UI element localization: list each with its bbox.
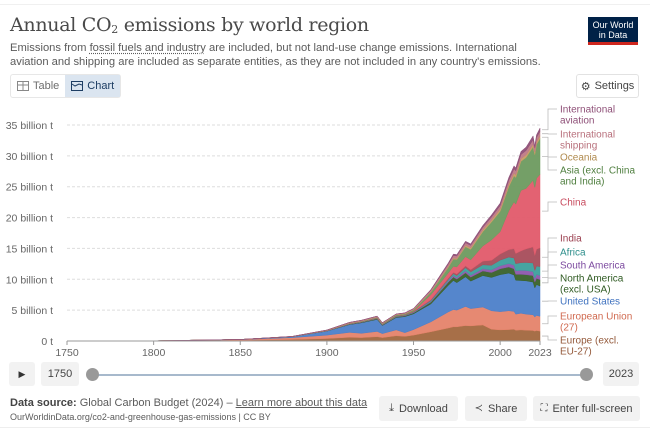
start-year-box[interactable]: 1750 xyxy=(41,362,79,386)
download-icon: ⤓ xyxy=(389,402,394,414)
end-year-box[interactable]: 2023 xyxy=(603,362,639,386)
legend-connector xyxy=(542,335,557,341)
x-tick-label: 2000 xyxy=(488,347,512,359)
legend-label: International xyxy=(560,130,615,141)
share-button[interactable]: ≺ Share xyxy=(465,396,527,421)
area-series xyxy=(66,127,541,342)
legend-item-china[interactable]: China xyxy=(542,198,587,212)
legend-label: United States xyxy=(560,297,620,308)
legend-label: International xyxy=(560,105,615,116)
y-tick-label: 35 billion t xyxy=(6,120,53,132)
legend-connector xyxy=(542,251,557,272)
y-tick-label: 30 billion t xyxy=(6,151,53,163)
legend-label: EU-27) xyxy=(560,347,592,358)
legend: Europe (excl.EU-27)European Union(27)Uni… xyxy=(542,105,635,358)
legend-connector xyxy=(542,156,557,171)
y-tick-label: 10 billion t xyxy=(6,274,53,286)
share-label: Share xyxy=(488,402,518,415)
tab-chart[interactable]: Chart xyxy=(65,75,121,97)
download-label: Download xyxy=(398,402,448,415)
x-axis-ticks: 1750 1800 1850 1900 1950 2000 2023 xyxy=(55,340,552,359)
legend-connector xyxy=(542,136,557,158)
x-tick-label: 1750 xyxy=(55,347,79,359)
legend-label: Europe (excl. xyxy=(560,336,619,347)
y-tick-label: 15 billion t xyxy=(6,243,53,255)
share-icon: ≺ xyxy=(474,403,484,414)
tab-table[interactable]: Table xyxy=(11,75,65,97)
tab-table-label: Table xyxy=(33,80,60,92)
legend-item-oceania[interactable]: Oceania xyxy=(542,136,598,164)
source-url: OurWorldinData.org/co2-and-greenhouse-ga… xyxy=(10,412,271,422)
download-button[interactable]: ⤓ Download xyxy=(379,396,458,421)
area-international-aviation[interactable] xyxy=(66,127,541,342)
legend-label: Asia (excl. China xyxy=(560,166,635,177)
chart-icon xyxy=(71,81,84,91)
y-tick-label: 25 billion t xyxy=(6,182,53,194)
legend-label: North America xyxy=(560,274,624,285)
table-icon xyxy=(17,81,29,91)
learn-more-link[interactable]: Learn more about this data xyxy=(235,397,368,409)
gear-icon: ⚙ xyxy=(580,80,591,93)
legend-connector xyxy=(542,237,557,258)
legend-connector xyxy=(542,108,557,131)
fossil-fuels-link[interactable]: fossil fuels and industry xyxy=(89,42,206,54)
play-button[interactable]: ▶ xyxy=(9,362,35,386)
legend-item-united-states[interactable]: United States xyxy=(542,297,620,308)
x-tick-label: 1900 xyxy=(315,347,339,359)
legend-connector xyxy=(542,277,557,284)
legend-label: shipping xyxy=(560,141,597,152)
legend-label: India xyxy=(560,234,582,245)
stacked-area-chart: 0 t 5 billion t 10 billion t 15 billion t 20… xyxy=(6,105,636,360)
legend-connector xyxy=(542,315,557,325)
y-axis-ticks: 0 t 5 billion t 10 billion t 15 billion t 20… xyxy=(6,120,53,348)
chart-subtitle: Emissions from fossil fuels and industry… xyxy=(10,42,541,68)
settings-button[interactable]: ⚙ Settings xyxy=(576,74,639,98)
legend-label: Oceania xyxy=(560,153,598,164)
x-tick-label: 2023 xyxy=(528,347,552,359)
top-divider xyxy=(0,4,650,5)
legend-label: South America xyxy=(560,261,625,272)
x-tick-label: 1850 xyxy=(229,347,253,359)
gridlines xyxy=(67,124,540,311)
play-icon: ▶ xyxy=(18,368,26,379)
legend-connector xyxy=(542,201,557,212)
slider-start-handle[interactable] xyxy=(86,368,99,381)
footer-divider xyxy=(0,427,650,428)
x-tick-label: 1800 xyxy=(142,347,166,359)
tab-chart-label: Chart xyxy=(87,80,115,92)
legend-label: Africa xyxy=(560,248,586,259)
settings-label: Settings xyxy=(594,80,635,92)
legend-item-india[interactable]: India xyxy=(542,234,582,258)
legend-label: and India) xyxy=(560,177,604,188)
slider-end-handle[interactable] xyxy=(580,368,593,381)
y-tick-label: 20 billion t xyxy=(6,213,53,225)
data-source: Data source: Global Carbon Budget (2024)… xyxy=(10,397,368,409)
legend-item-north-america-excl-usa-[interactable]: North America(excl. USA) xyxy=(542,274,624,296)
timeline-slider[interactable] xyxy=(93,374,587,376)
fullscreen-label: Enter full-screen xyxy=(552,402,633,415)
legend-label: aviation xyxy=(560,116,594,127)
y-tick-label: 5 billion t xyxy=(12,305,54,317)
legend-label: (27) xyxy=(560,323,578,334)
fullscreen-icon: ⛶ xyxy=(540,403,548,414)
legend-item-european-union-27-[interactable]: European Union(27) xyxy=(542,312,632,334)
y-tick-label: 0 t xyxy=(41,336,53,348)
legend-label: (excl. USA) xyxy=(560,285,611,296)
legend-item-africa[interactable]: Africa xyxy=(542,248,586,272)
owid-logo[interactable]: Our World in Data xyxy=(588,17,638,45)
x-tick-label: 1950 xyxy=(402,347,426,359)
legend-item-europe-excl-eu-27-[interactable]: Europe (excl.EU-27) xyxy=(542,336,619,358)
fullscreen-button[interactable]: ⛶ Enter full-screen xyxy=(533,396,640,421)
chart-title: Annual CO2 emissions by world region xyxy=(10,14,369,36)
legend-label: European Union xyxy=(560,312,632,323)
legend-label: China xyxy=(560,198,587,209)
view-tabs: Table Chart xyxy=(10,74,122,98)
